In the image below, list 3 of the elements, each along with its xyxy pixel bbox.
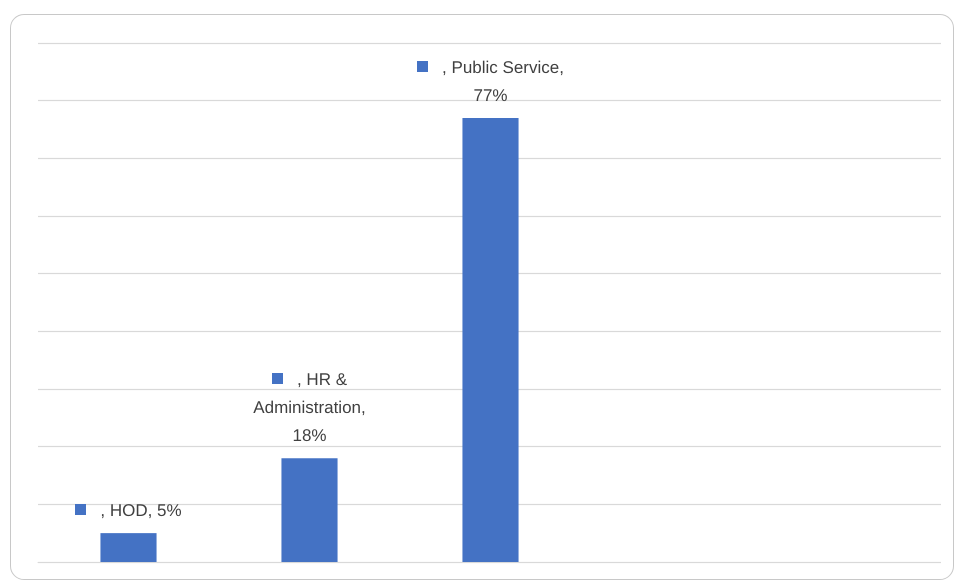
data-label: , HOD, 5%	[99, 500, 183, 522]
data-label: , HR & Administration, 18%	[252, 369, 367, 448]
data-label: , Public Service, 77%	[441, 56, 565, 107]
